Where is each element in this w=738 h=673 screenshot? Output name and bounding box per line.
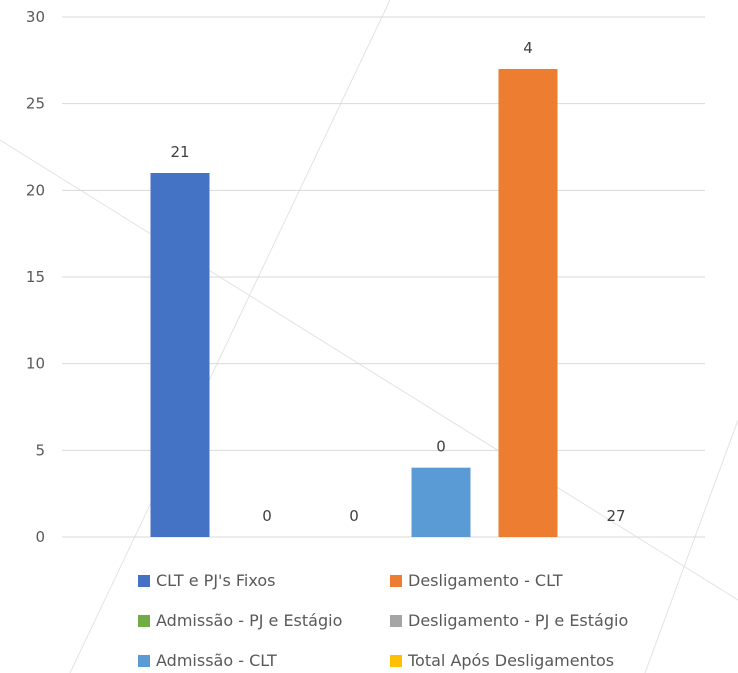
y-axis: 0 5 10 15 20 25 30 (26, 8, 45, 546)
y-tick-label: 20 (26, 181, 45, 199)
y-tick-label: 0 (35, 528, 45, 546)
decoration-line (0, 139, 738, 601)
data-label: 0 (262, 507, 272, 525)
data-label: 0 (349, 507, 359, 525)
data-labels: 21 0 0 0 4 27 (170, 39, 625, 525)
data-label: 27 (606, 507, 625, 525)
bar (150, 173, 210, 537)
y-tick-label: 15 (26, 268, 45, 286)
bars (150, 69, 558, 537)
y-tick-label: 25 (26, 95, 45, 113)
y-tick-label: 10 (26, 355, 45, 373)
data-label: 0 (436, 438, 446, 456)
data-label: 21 (170, 143, 189, 161)
y-tick-label: 30 (26, 8, 45, 26)
decoration-line (69, 0, 391, 673)
data-label: 4 (523, 39, 533, 57)
decoration-line (644, 419, 738, 673)
y-tick-label: 5 (35, 441, 45, 459)
bar (498, 69, 558, 537)
bar (411, 467, 471, 537)
